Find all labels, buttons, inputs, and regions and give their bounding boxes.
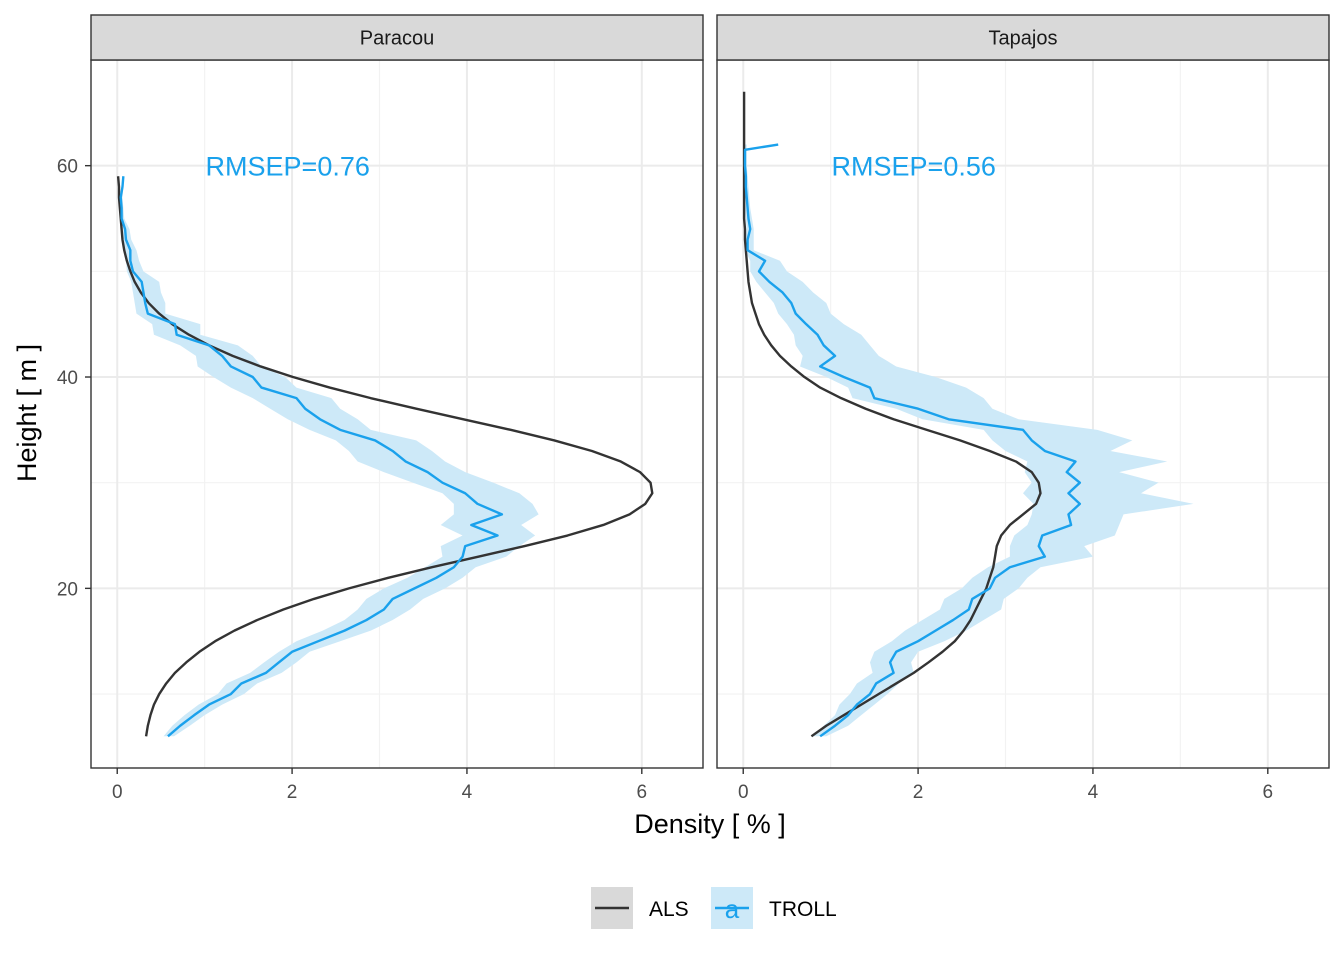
x-tick-label: 6	[1263, 782, 1274, 803]
legend-key-glyph: a	[725, 894, 740, 924]
als-line	[742, 91, 1042, 738]
troll-line	[743, 143, 1082, 738]
x-tick-label: 2	[913, 782, 924, 803]
als-line	[116, 176, 654, 737]
plot-area	[91, 60, 703, 768]
plot-area	[717, 60, 1329, 768]
x-tick-label: 4	[1088, 782, 1099, 803]
rmsep-annotation: RMSEP=0.76	[206, 152, 370, 182]
x-tick-label: 0	[112, 782, 123, 803]
troll-line	[119, 176, 504, 738]
y-tick-label: 60	[57, 157, 78, 178]
facet-strip	[90, 14, 704, 61]
legend: ALS a TROLL	[591, 887, 837, 929]
y-axis: 20 40 60	[57, 157, 91, 600]
legend-label: TROLL	[769, 898, 837, 921]
x-tick-label: 0	[738, 782, 749, 803]
legend-item-als: ALS	[591, 887, 689, 929]
legend-label: ALS	[649, 898, 689, 921]
x-axis-title: Density [ % ]	[634, 809, 786, 839]
axis-titles: Density [ % ] Height [ m ]	[12, 344, 786, 839]
y-tick-label: 40	[57, 368, 78, 389]
troll-ribbon	[744, 144, 1194, 737]
x-tick-label: 2	[287, 782, 298, 803]
panel-tapajos: RMSEP=0.56 Tapajos 0 2 4 6	[716, 14, 1330, 803]
x-tick-label: 6	[637, 782, 648, 803]
facet-label: Tapajos	[989, 28, 1058, 50]
y-tick-label: 20	[57, 579, 78, 600]
facet-strip	[716, 14, 1330, 61]
facet-label: Paracou	[360, 28, 435, 50]
x-axis: 0 2 4 6	[738, 768, 1273, 803]
x-axis: 0 2 4 6	[112, 768, 647, 803]
rmsep-annotation: RMSEP=0.56	[832, 152, 996, 182]
legend-item-troll: a TROLL	[711, 887, 837, 929]
panel-paracou: RMSEP=0.76 Paracou 0 2 4 6 20 40 60	[57, 14, 704, 803]
y-axis-title: Height [ m ]	[12, 344, 42, 482]
x-tick-label: 4	[462, 782, 473, 803]
